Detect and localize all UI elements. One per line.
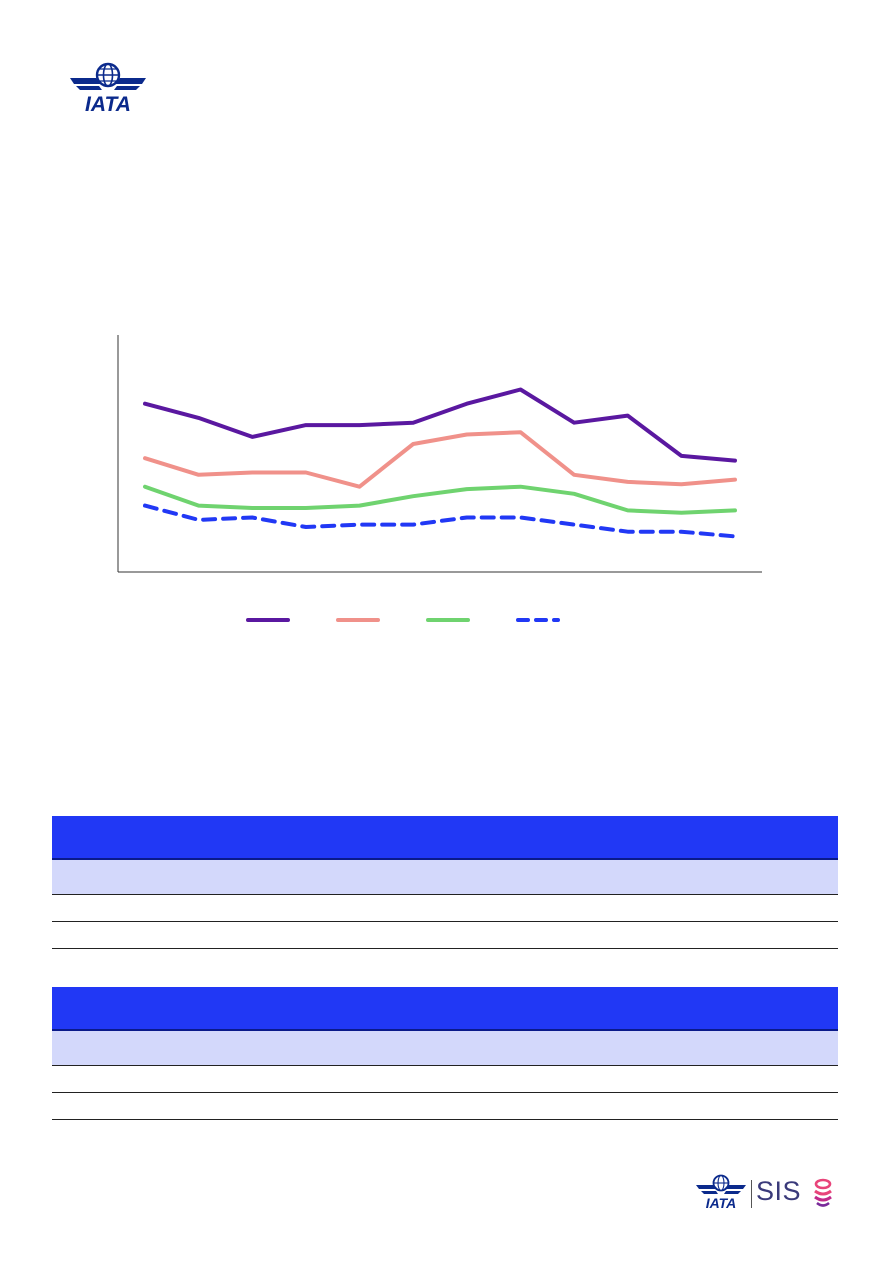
iata-logo-text: IATA — [85, 93, 131, 116]
table-row — [52, 922, 838, 949]
logo-divider — [751, 1180, 752, 1208]
chart-series — [143, 387, 737, 539]
iata-logo: IATA — [70, 62, 146, 116]
series-line-2 — [143, 430, 737, 489]
series-line-4 — [143, 503, 737, 539]
iata-globe-logo-icon — [70, 62, 146, 90]
table-1-subheader-row — [52, 860, 838, 895]
table-2 — [52, 987, 838, 1120]
table-row — [52, 895, 838, 922]
iata-globe-small-icon — [696, 1174, 746, 1194]
sis-logo-text: SIS — [756, 1176, 802, 1206]
table-1-header — [52, 816, 838, 860]
table-1 — [52, 816, 838, 949]
iata-small-logo: IATA — [696, 1174, 746, 1211]
series-line-3 — [143, 484, 737, 515]
iata-small-logo-text: IATA — [706, 1195, 737, 1211]
sis-swirl-icon — [814, 1178, 832, 1207]
table-2-header — [52, 987, 838, 1031]
table-row — [52, 1066, 838, 1093]
line-chart — [117, 335, 762, 622]
iata-sis-logo: IATA SIS — [694, 1170, 844, 1214]
table-row — [52, 1093, 838, 1120]
table-2-subheader-row — [52, 1031, 838, 1066]
series-line-1 — [143, 387, 737, 463]
chart-axes — [117, 335, 762, 573]
